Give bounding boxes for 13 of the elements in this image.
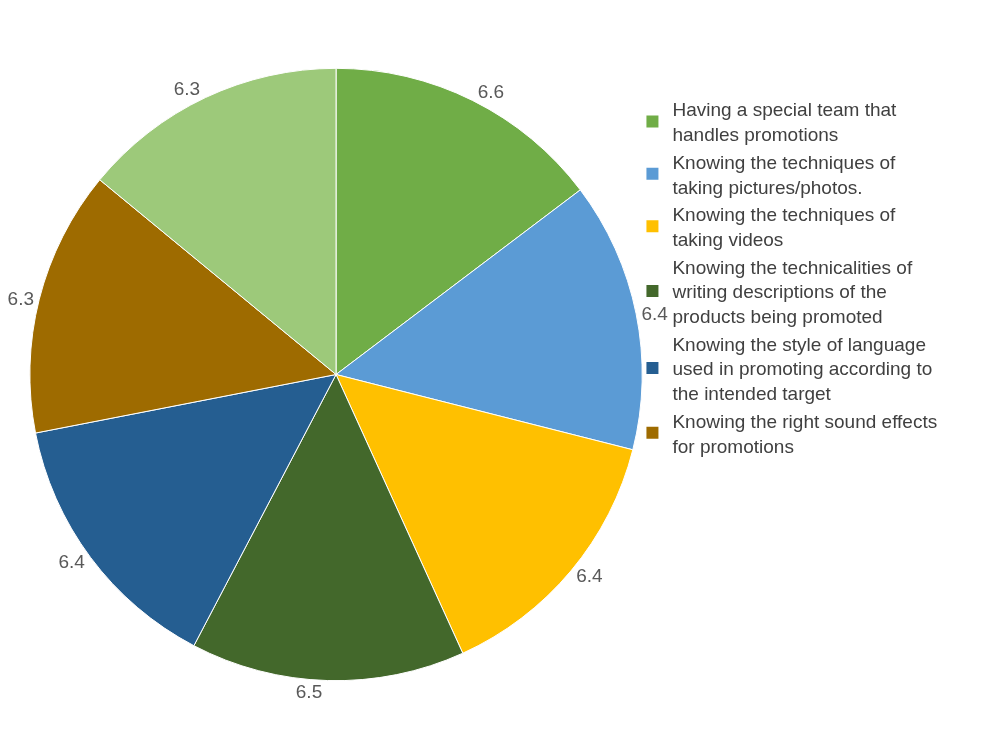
data-label: 6.3: [173, 78, 201, 100]
data-label: 6.6: [477, 81, 505, 103]
data-label: 6.4: [58, 550, 86, 572]
legend-label: Knowing the techniques of taking videos: [672, 204, 897, 250]
data-label: 6.4: [641, 302, 669, 324]
legend-label: Knowing the techniques of taking pictures/photos.: [672, 151, 897, 198]
legend-label: Knowing the technicalities of writing descriptions of the products being promoted: [671, 256, 913, 328]
data-label: 6.4: [576, 564, 604, 586]
data-label: 6.3: [7, 288, 35, 310]
legend-label: Knowing the style of language used in promoting according to the intended target: [672, 333, 933, 405]
data-label: 6.5: [295, 680, 323, 702]
legend-label: Knowing the right sound effects for promotions: [672, 410, 938, 457]
legend-label: Having a special team that handles promotions: [672, 99, 898, 146]
